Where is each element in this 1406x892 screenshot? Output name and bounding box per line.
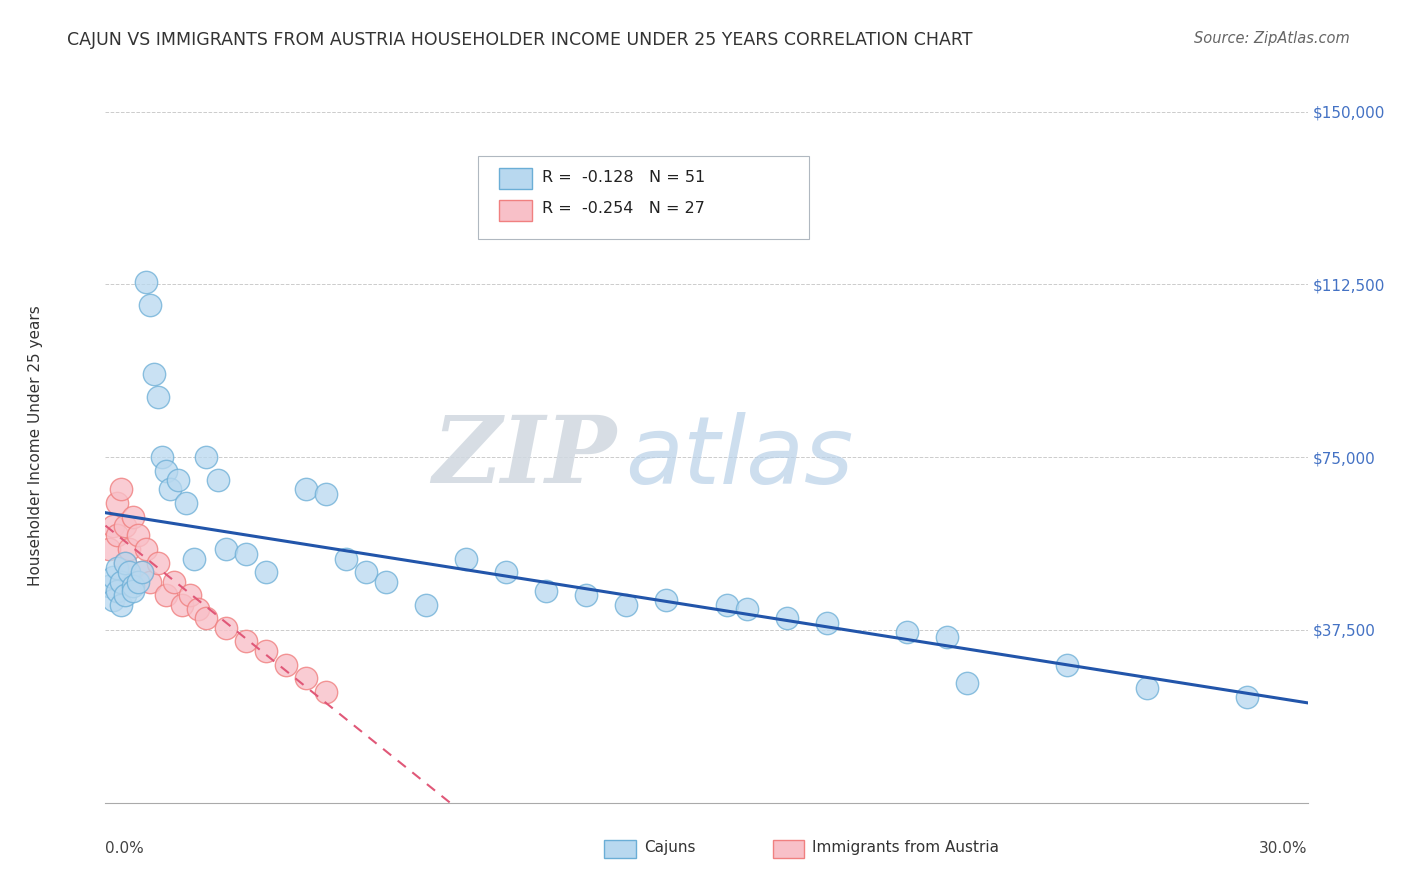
Text: R =  -0.128   N = 51: R = -0.128 N = 51 [541,169,704,185]
Point [122,574,145,589]
Point [936,630,959,644]
Text: Immigrants from Austria: Immigrants from Austria [813,840,1000,855]
Point [107,583,129,598]
Point [575,589,598,603]
Point [214,621,236,635]
Point [98,579,121,593]
Point [194,450,217,465]
Point [194,611,217,625]
Point [159,483,181,497]
Point [127,574,149,589]
Point [150,450,173,465]
Point [207,473,229,487]
Point [254,566,277,580]
Text: 0.0%: 0.0% [105,841,145,855]
Point [118,542,141,557]
Point [415,598,437,612]
Text: Source: ZipAtlas.com: Source: ZipAtlas.com [1194,31,1350,46]
Point [815,615,838,630]
Point [135,275,157,289]
Text: R =  -0.254   N = 27: R = -0.254 N = 27 [541,201,704,216]
Point [122,579,145,593]
Point [118,566,141,580]
Point [896,625,918,640]
Point [122,510,145,524]
Point [166,473,188,487]
Point [103,593,125,607]
Point [454,551,477,566]
Point [138,574,160,589]
Point [110,574,132,589]
Point [114,556,136,570]
Text: 30.0%: 30.0% [1260,841,1308,855]
Point [135,542,157,557]
Point [110,598,132,612]
Point [776,611,799,625]
Point [127,528,149,542]
Point [170,598,193,612]
Point [107,528,129,542]
Point [495,566,517,580]
Point [179,589,201,603]
Point [315,685,337,699]
Point [315,487,337,501]
Point [103,519,125,533]
Point [146,556,169,570]
Point [131,566,153,580]
Point [103,570,125,584]
Point [110,483,132,497]
Point [1236,690,1258,704]
Point [162,574,184,589]
Point [1056,657,1078,672]
Point [122,583,145,598]
FancyBboxPatch shape [773,840,804,858]
Point [295,671,318,685]
Point [187,602,209,616]
Point [235,547,257,561]
Point [274,657,297,672]
Point [131,566,153,580]
Point [1136,681,1159,695]
Point [214,542,236,557]
FancyBboxPatch shape [478,156,808,239]
Point [174,496,197,510]
Text: Householder Income Under 25 years: Householder Income Under 25 years [28,306,42,586]
FancyBboxPatch shape [499,169,533,189]
Point [616,598,638,612]
Point [98,542,121,557]
Point [183,551,205,566]
FancyBboxPatch shape [499,200,533,220]
Point [107,496,129,510]
Point [114,556,136,570]
FancyBboxPatch shape [605,840,636,858]
Point [655,593,678,607]
Point [146,390,169,404]
Point [142,368,165,382]
Point [716,598,738,612]
Point [138,298,160,312]
Point [374,574,398,589]
Text: ZIP: ZIP [432,412,616,502]
Point [956,676,979,690]
Point [354,566,377,580]
Point [114,589,136,603]
Point [155,464,177,478]
Point [295,483,318,497]
Point [107,561,129,575]
Point [735,602,758,616]
Text: atlas: atlas [624,411,853,503]
Text: CAJUN VS IMMIGRANTS FROM AUSTRIA HOUSEHOLDER INCOME UNDER 25 YEARS CORRELATION C: CAJUN VS IMMIGRANTS FROM AUSTRIA HOUSEHO… [67,31,973,49]
Point [235,634,257,648]
Point [155,589,177,603]
Point [254,644,277,658]
Point [114,519,136,533]
Point [335,551,357,566]
Text: Cajuns: Cajuns [644,840,696,855]
Point [534,583,557,598]
